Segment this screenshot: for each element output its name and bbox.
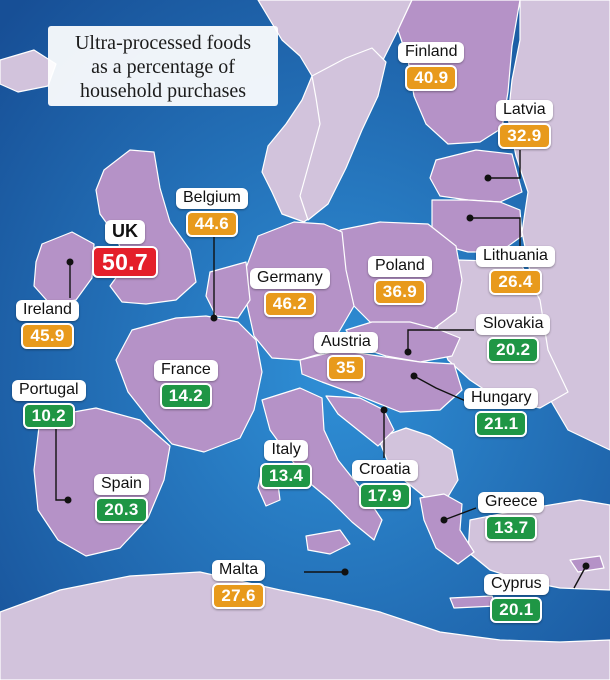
country-value: 36.9	[373, 279, 427, 305]
label-slovakia: Slovakia 20.2	[476, 314, 551, 363]
label-hungary: Hungary 21.1	[464, 388, 539, 437]
country-value: 10.2	[22, 403, 75, 429]
label-belgium: Belgium 44.6	[176, 188, 248, 237]
map-title: Ultra-processed foods as a percentage of…	[48, 26, 278, 106]
country-value: 20.3	[95, 497, 148, 523]
label-france: France 14.2	[154, 360, 218, 409]
country-value: 32.9	[498, 123, 551, 149]
label-ireland: Ireland 45.9	[16, 300, 79, 349]
country-value: 27.6	[212, 583, 265, 609]
shape-sicily	[305, 529, 351, 555]
country-value: 46.2	[263, 291, 317, 317]
label-cyprus: Cyprus 20.1	[484, 574, 549, 623]
country-value: 44.6	[185, 211, 239, 237]
country-name: France	[154, 360, 218, 381]
label-germany: Germany 46.2	[250, 268, 330, 317]
title-line-2: as a percentage of	[91, 56, 235, 78]
country-name: Croatia	[352, 460, 418, 481]
title-line-3: household purchases	[79, 80, 247, 102]
label-uk: UK 50.7	[92, 220, 158, 278]
country-name: Poland	[368, 256, 432, 277]
label-italy: Italy 13.4	[260, 440, 313, 489]
country-name: Finland	[398, 42, 465, 63]
label-croatia: Croatia 17.9	[352, 460, 418, 509]
label-lithuania: Lithuania 26.4	[476, 246, 555, 295]
country-name: Latvia	[496, 100, 553, 121]
country-value: 20.1	[490, 597, 543, 623]
country-value: 21.1	[475, 411, 528, 437]
label-spain: Spain 20.3	[94, 474, 149, 523]
country-value: 50.7	[92, 246, 158, 278]
shape-benelux	[205, 261, 251, 319]
label-poland: Poland 36.9	[368, 256, 432, 305]
country-value: 26.4	[489, 269, 542, 295]
label-greece: Greece 13.7	[478, 492, 545, 541]
country-value: 13.4	[260, 463, 313, 489]
label-austria: Austria 35	[314, 332, 378, 381]
country-value: 40.9	[405, 65, 458, 91]
country-name: Malta	[212, 560, 266, 581]
country-name: Slovakia	[476, 314, 551, 335]
title-line-1: Ultra-processed foods	[74, 32, 252, 54]
country-name: Lithuania	[476, 246, 555, 267]
country-name: Ireland	[16, 300, 79, 321]
country-name: Hungary	[464, 388, 539, 409]
country-name: Greece	[478, 492, 545, 513]
country-name: Germany	[250, 268, 330, 289]
country-name: Spain	[94, 474, 149, 495]
country-name: Portugal	[12, 380, 86, 401]
label-finland: Finland 40.9	[398, 42, 465, 91]
country-value: 20.2	[487, 337, 540, 363]
country-name: Italy	[264, 440, 308, 461]
shape-croatia	[325, 395, 395, 447]
shape-estonia-latvia	[429, 149, 523, 203]
country-value: 13.7	[485, 515, 538, 541]
country-value: 14.2	[159, 383, 213, 409]
country-value: 45.9	[21, 323, 74, 349]
label-malta: Malta 27.6	[212, 560, 266, 609]
north-africa	[0, 571, 610, 680]
label-portugal: Portugal 10.2	[12, 380, 86, 429]
country-value: 17.9	[358, 483, 411, 509]
label-latvia: Latvia 32.9	[496, 100, 553, 149]
country-name: Belgium	[176, 188, 248, 209]
country-name: Cyprus	[484, 574, 549, 595]
country-value: 35	[327, 355, 365, 381]
sweden-south	[299, 47, 387, 221]
country-name: UK	[104, 220, 145, 244]
country-name: Austria	[314, 332, 378, 353]
